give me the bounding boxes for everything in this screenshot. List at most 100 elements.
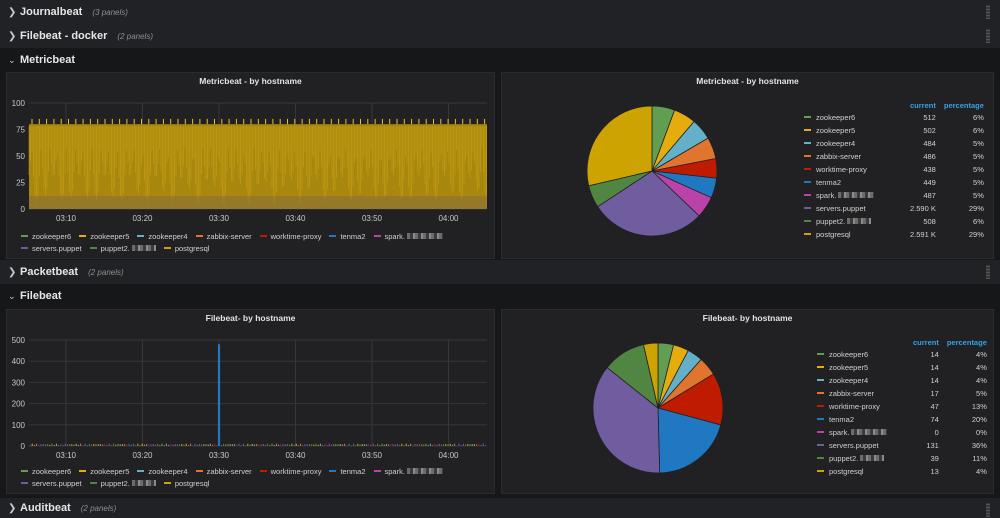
legend-row[interactable]: worktime-proxy 47 13% xyxy=(817,400,987,413)
legend-row[interactable]: tenma2 74 20% xyxy=(817,413,987,426)
row-title[interactable]: Journalbeat xyxy=(20,6,83,18)
header-current[interactable]: current xyxy=(910,100,936,110)
legend-row[interactable]: postgresql 13 4% xyxy=(817,465,987,478)
chevron-right-icon[interactable]: ❯ xyxy=(8,30,17,42)
legend-item[interactable]: spark. xyxy=(373,230,443,242)
legend-item[interactable]: zookeeper4 xyxy=(137,465,188,477)
legend-row[interactable]: tenma2 449 5% xyxy=(804,176,984,189)
legend-label[interactable]: spark. xyxy=(817,426,905,439)
row-metricbeat[interactable]: ⌄ Metricbeat xyxy=(0,48,1000,72)
legend-row[interactable]: worktime-proxy 438 5% xyxy=(804,163,984,176)
legend-label[interactable]: puppet2. xyxy=(817,452,905,465)
legend-label[interactable]: spark. xyxy=(804,189,902,202)
legend-label[interactable]: postgresql xyxy=(174,243,210,253)
header-current[interactable]: current xyxy=(913,337,939,347)
legend-label[interactable]: postgresql xyxy=(804,228,902,241)
legend-label[interactable]: zookeeper6 xyxy=(32,466,72,476)
panel-title[interactable]: Metricbeat - by hostname xyxy=(199,76,302,86)
legend-label[interactable]: zookeeper4 xyxy=(148,231,188,241)
legend-item[interactable]: tenma2 xyxy=(329,230,366,242)
legend-item[interactable]: postgresql xyxy=(163,242,210,254)
legend-item[interactable]: zookeeper5 xyxy=(79,465,129,477)
pie-slice[interactable] xyxy=(597,170,700,237)
legend-row[interactable]: zabbix-server 486 5% xyxy=(804,150,984,163)
pie-slice[interactable] xyxy=(657,407,722,474)
row-title[interactable]: Packetbeat xyxy=(20,266,79,278)
panel-title[interactable]: Filebeat- by hostname xyxy=(702,313,793,323)
legend-item[interactable]: puppet2. xyxy=(89,477,156,489)
pie-slice[interactable] xyxy=(592,367,661,474)
legend-item[interactable]: tenma2 xyxy=(329,465,366,477)
chevron-down-icon[interactable]: ⌄ xyxy=(8,54,16,65)
legend-label[interactable]: zookeeper4 xyxy=(804,137,902,150)
chevron-right-icon[interactable]: ❯ xyxy=(8,6,17,18)
legend-row[interactable]: zookeeper4 14 4% xyxy=(817,374,987,387)
legend-label[interactable]: tenma2 xyxy=(340,231,366,241)
legend-item[interactable]: servers.puppet xyxy=(21,477,82,489)
filebeat-timeseries-chart[interactable]: 0 100 200 300 400 500 03:10 03:20 03:30 03:40 03:5… xyxy=(7,328,496,478)
metricbeat-timeseries-chart[interactable]: 0 25 50 75 100 03:10 03:20 03:30 03:40 03:50 04:00 xyxy=(7,91,496,241)
legend-label[interactable]: puppet2. xyxy=(804,215,902,228)
filebeat-timeseries-panel[interactable]: Filebeat- by hostname 0 100 200 300 400 500 03… xyxy=(6,309,495,494)
metricbeat-timeseries-panel[interactable]: Metricbeat - by hostname 0 25 50 75 100 03:10… xyxy=(6,72,495,259)
legend-label[interactable]: worktime-proxy xyxy=(270,466,322,476)
row-filebeat[interactable]: ⌄ Filebeat xyxy=(0,284,1000,308)
filebeat-pie-chart[interactable] xyxy=(588,338,728,478)
legend-label[interactable]: tenma2 xyxy=(340,466,366,476)
drag-handle-icon[interactable] xyxy=(986,5,990,19)
legend-item[interactable]: worktime-proxy xyxy=(259,230,322,242)
legend-row[interactable]: puppet2. 39 11% xyxy=(817,452,987,465)
legend-label[interactable]: zabbix-server xyxy=(817,387,905,400)
legend-label[interactable]: tenma2 xyxy=(817,413,905,426)
legend-item[interactable]: zabbix-server xyxy=(195,230,252,242)
row-title[interactable]: Filebeat xyxy=(20,290,62,302)
legend-label[interactable]: zookeeper5 xyxy=(804,124,902,137)
legend-label[interactable]: servers.puppet xyxy=(32,478,82,488)
legend-row[interactable]: zabbix-server 17 5% xyxy=(817,387,987,400)
legend-row[interactable]: postgresql 2.591 K 29% xyxy=(804,228,984,241)
legend-label[interactable]: servers.puppet xyxy=(32,243,82,253)
legend-label[interactable]: zabbix-server xyxy=(206,231,252,241)
legend-row[interactable]: servers.puppet 2.590 K 29% xyxy=(804,202,984,215)
legend-label[interactable]: zabbix-server xyxy=(804,150,902,163)
legend-label[interactable]: servers.puppet xyxy=(804,202,902,215)
legend-item[interactable]: worktime-proxy xyxy=(259,465,322,477)
legend-label[interactable]: servers.puppet xyxy=(817,439,905,452)
legend-row[interactable]: zookeeper6 14 4% xyxy=(817,348,987,361)
legend-row[interactable]: zookeeper5 502 6% xyxy=(804,124,984,137)
row-title[interactable]: Filebeat - docker xyxy=(20,30,108,42)
row-journalbeat[interactable]: ❯ Journalbeat (3 panels) xyxy=(0,0,1000,24)
legend-label[interactable]: zookeeper6 xyxy=(32,231,72,241)
metricbeat-pie-panel[interactable]: Metricbeat - by hostname current percent… xyxy=(501,72,994,259)
legend-label[interactable]: postgresql xyxy=(817,465,905,478)
legend-item[interactable]: puppet2. xyxy=(89,242,156,254)
header-percentage[interactable]: percentage xyxy=(943,100,984,110)
legend-row[interactable]: spark. 0 0% xyxy=(817,426,987,439)
row-filebeat-docker[interactable]: ❯ Filebeat - docker (2 panels) xyxy=(0,24,1000,48)
drag-handle-icon[interactable] xyxy=(986,265,990,279)
legend-item[interactable]: servers.puppet xyxy=(21,242,82,254)
legend-label[interactable]: worktime-proxy xyxy=(270,231,322,241)
legend-item[interactable]: spark. xyxy=(373,465,443,477)
row-auditbeat[interactable]: ❯ Auditbeat (2 panels) xyxy=(0,498,1000,518)
header-percentage[interactable]: percentage xyxy=(946,337,987,347)
legend-label[interactable]: zookeeper6 xyxy=(804,111,902,124)
legend-label[interactable]: spark. xyxy=(384,231,405,241)
chevron-right-icon[interactable]: ❯ xyxy=(8,266,17,278)
legend-row[interactable]: zookeeper4 484 5% xyxy=(804,137,984,150)
legend-row[interactable]: puppet2. 508 6% xyxy=(804,215,984,228)
row-title[interactable]: Auditbeat xyxy=(20,502,71,514)
pie-slice[interactable] xyxy=(643,342,659,409)
metricbeat-pie-chart[interactable] xyxy=(582,101,722,241)
legend-row[interactable]: zookeeper6 512 6% xyxy=(804,111,984,124)
legend-label[interactable]: zookeeper5 xyxy=(90,466,130,476)
legend-label[interactable]: worktime-proxy xyxy=(804,163,902,176)
pie-slice[interactable] xyxy=(586,105,653,187)
legend-item[interactable]: zookeeper6 xyxy=(21,230,71,242)
legend-label[interactable]: zookeeper4 xyxy=(148,466,188,476)
legend-label[interactable]: tenma2 xyxy=(804,176,902,189)
panel-title[interactable]: Metricbeat - by hostname xyxy=(696,76,799,86)
legend-label[interactable]: zabbix-server xyxy=(206,466,252,476)
drag-handle-icon[interactable] xyxy=(986,29,990,43)
legend-label[interactable]: worktime-proxy xyxy=(817,400,905,413)
